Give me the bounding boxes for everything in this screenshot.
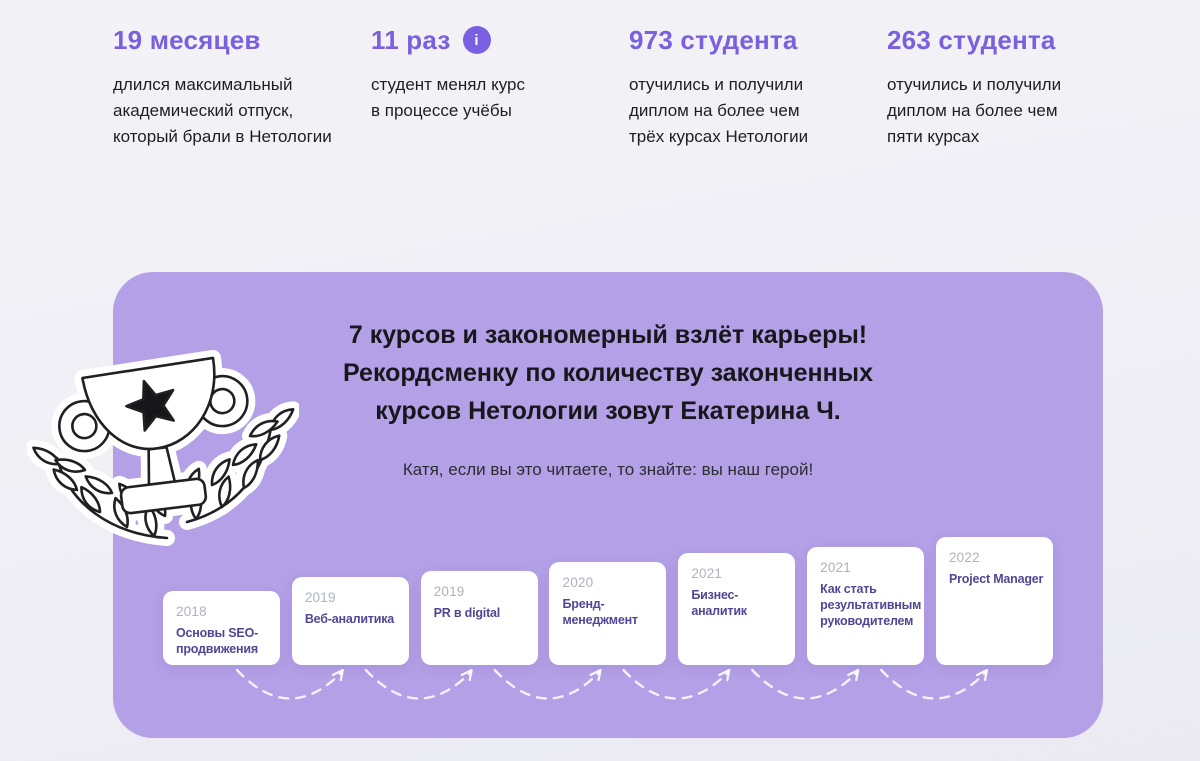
course-year: 2018 xyxy=(176,604,207,619)
stat-item-months: 19 месяцев длился максимальный академиче… xyxy=(113,24,339,150)
course-year: 2019 xyxy=(304,590,336,605)
course-card: 2018 Основы SEO-продвижения xyxy=(163,591,280,665)
stat-value: 263 студента xyxy=(887,24,1056,55)
course-card: 2022 Project Manager xyxy=(935,537,1053,665)
stats-section: 19 месяцев длился максимальный академиче… xyxy=(113,24,1113,150)
stat-description: студент менял курс в процессе учёбы xyxy=(371,75,525,120)
course-year: 2020 xyxy=(562,575,594,590)
course-name: Как стать результативным руководителем xyxy=(820,582,922,628)
record-card: 7 курсов и закономерный взлёт карьеры! Р… xyxy=(113,272,1103,738)
stat-description: отучились и получили диплом на более чем… xyxy=(629,75,809,146)
course-card: 2021 Как стать результативным руководите… xyxy=(807,547,925,665)
trophy-laurel-illustration xyxy=(27,346,299,562)
stat-item-course-changes: 11 раз i студент менял курс в процессе у… xyxy=(371,24,597,150)
course-card: 2020 Бренд-менеджмент xyxy=(549,562,667,665)
stat-value: 973 студента xyxy=(629,24,798,55)
course-name: Веб-аналитика xyxy=(304,612,395,626)
course-name: Бизнес-аналитик xyxy=(691,588,747,618)
stat-item-five-courses: 263 студента отучились и получили диплом… xyxy=(887,24,1113,150)
stat-description: отучились и получили диплом на более чем… xyxy=(887,75,1062,146)
stat-item-three-courses: 973 студента отучились и получили диплом… xyxy=(629,24,855,150)
course-card: 2019 Веб-аналитика xyxy=(291,577,409,665)
course-year: 2022 xyxy=(948,550,980,565)
stat-description: длился максимальный академический отпуск… xyxy=(113,75,332,146)
info-icon[interactable]: i xyxy=(462,26,491,54)
stat-value: 19 месяцев xyxy=(113,24,261,55)
stat-value: 11 раз xyxy=(371,24,451,55)
course-name: Бренд-менеджмент xyxy=(562,597,638,627)
record-subtitle: Катя, если вы это читаете, то знайте: вы… xyxy=(402,460,814,479)
course-year: 2021 xyxy=(820,560,851,575)
course-timeline: 2018 Основы SEO-продвижения 2019 Веб-ана… xyxy=(163,537,1053,665)
course-name: Project Manager xyxy=(948,572,1044,586)
course-year: 2019 xyxy=(433,584,465,599)
timeline-connector-arrows xyxy=(235,668,989,700)
course-card: 2021 Бизнес-аналитик xyxy=(678,553,796,665)
record-title: 7 курсов и закономерный взлёт карьеры! Р… xyxy=(342,321,874,425)
course-year: 2021 xyxy=(691,566,723,581)
course-name: Основы SEO-продвижения xyxy=(176,626,259,656)
course-name: PR в digital xyxy=(433,606,501,620)
course-card: 2019 PR в digital xyxy=(420,571,538,665)
